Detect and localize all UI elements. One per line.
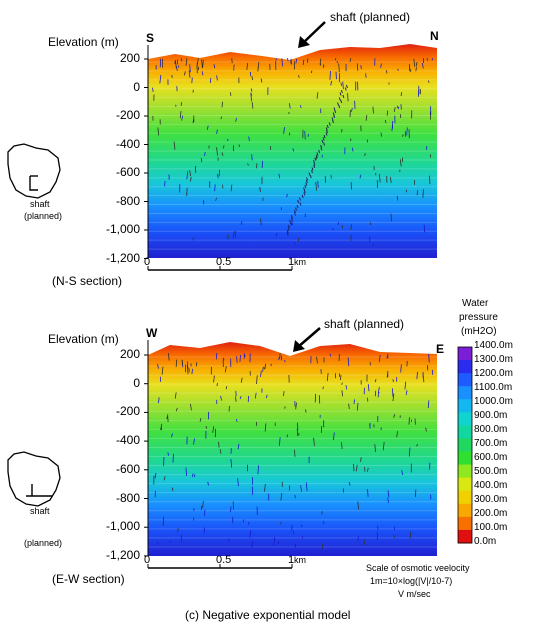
y-tick-label-ew: -200 — [115, 404, 140, 419]
legend-swatch — [458, 425, 472, 439]
y-tick-label-ew: -1,200 — [105, 547, 140, 562]
x-tick-label-ew: 0.5 — [216, 554, 232, 566]
velocity-scale-line2: 1m=10×log(|V|/10-7) — [370, 576, 453, 586]
shaft-arrow-head-ew — [293, 340, 305, 352]
legend-label: 400.0m — [474, 480, 508, 491]
inset-shaft-label-ew: shaft — [30, 506, 50, 516]
section-label-ns: (N-S section) — [52, 274, 123, 288]
y-tick-label-ns: -800 — [115, 193, 140, 208]
inset-planned-label-ns: (planned) — [24, 211, 63, 221]
velocity-scale-line3: V m/sec — [398, 589, 431, 599]
x-tick-label-ns: 1 — [288, 256, 295, 268]
x-tick-label-ew: 1 — [288, 554, 295, 566]
y-tick-label-ns: -600 — [115, 165, 140, 179]
ns-section-plot — [144, 21, 437, 271]
ew-section-plot — [144, 327, 437, 569]
y-tick-label-ew: -400 — [115, 433, 140, 448]
legend-label: 1000.0m — [474, 396, 513, 407]
legend-swatch — [458, 516, 472, 531]
y-tick-label-ns: -1,000 — [105, 222, 140, 236]
legend-title-line1: Water — [462, 298, 489, 309]
legend-label: 1100.0m — [474, 382, 513, 393]
direction-right-ew: E — [436, 342, 445, 356]
legend-swatch — [458, 399, 472, 413]
island-outline-icon — [7, 143, 61, 199]
water-pressure-legend — [457, 346, 473, 544]
y-tick-label-ew: -800 — [115, 490, 140, 505]
y-tick-label-ns: -400 — [115, 136, 140, 151]
inset-planned-label-ew: (planned) — [24, 538, 63, 548]
legend-swatch — [458, 438, 472, 453]
legend-swatch — [458, 360, 472, 374]
legend-label: 800.0m — [474, 424, 508, 435]
y-tick-label-ew: -600 — [115, 461, 140, 476]
shaft-label-ns: shaft (planned) — [330, 10, 411, 24]
legend-label: 900.0m — [474, 410, 508, 421]
island-outline-icon — [7, 451, 61, 507]
x-tick-label-ns: 0.5 — [216, 256, 232, 268]
direction-left-ew: W — [146, 326, 158, 340]
shaft-arrow-head-ns — [298, 36, 310, 48]
shaft-arrow-ns — [302, 21, 326, 44]
x-unit-label-ns: km — [294, 257, 306, 267]
x-tick-label-ew: 0 — [144, 554, 151, 566]
legend-label: 700.0m — [474, 438, 508, 449]
legend-swatch — [458, 464, 472, 479]
location-insets — [7, 143, 61, 507]
section-ew-fill — [148, 342, 437, 556]
y-tick-label-ns: -200 — [115, 108, 140, 122]
legend-label: 1400.0m — [474, 340, 513, 351]
inset-shaft-label-ns: shaft — [30, 199, 50, 209]
legend-swatch — [458, 477, 472, 492]
legend-label: 1300.0m — [474, 354, 513, 365]
y-tick-label-ew: 200 — [119, 347, 140, 361]
legend-label: 100.0m — [474, 522, 508, 533]
section-line-icon — [29, 176, 38, 191]
elevation-label-ew: Elevation (m) — [48, 332, 119, 346]
legend-swatch — [458, 503, 472, 518]
x-unit-label-ew: km — [294, 555, 306, 565]
legend-label: 600.0m — [474, 452, 508, 463]
elevation-label-ns: Elevation (m) — [48, 35, 119, 49]
legend-label: 0.0m — [474, 536, 497, 547]
legend-swatch — [458, 347, 472, 361]
shaft-label-ew: shaft (planned) — [324, 317, 405, 331]
legend-title-line2: pressure — [459, 312, 498, 323]
legend-swatch — [458, 412, 472, 426]
velocity-vectors-ns — [152, 57, 433, 247]
legend-swatch — [458, 386, 472, 400]
direction-left-ns: S — [146, 31, 155, 45]
section-ns-fill — [148, 44, 437, 258]
y-tick-label-ns: -1,200 — [105, 250, 140, 265]
y-tick-label-ew: 0 — [133, 375, 140, 390]
legend-label: 200.0m — [474, 508, 508, 519]
velocity-vectors-ew — [153, 353, 433, 549]
y-tick-label-ns: 200 — [119, 51, 140, 65]
legend-swatch — [458, 373, 472, 387]
velocity-scale-line1: Scale of osmotic veelocity — [366, 563, 470, 573]
y-tick-label-ns: 0 — [133, 79, 140, 94]
shaft-arrow-ew — [297, 327, 321, 348]
section-label-ew: (E-W section) — [52, 572, 125, 586]
legend-title-line3: (mH2O) — [461, 326, 497, 337]
legend-swatch — [458, 490, 472, 505]
x-tick-label-ns: 0 — [144, 256, 151, 268]
figure-caption: (c) Negative exponential model — [185, 608, 351, 622]
legend-label: 300.0m — [474, 494, 508, 505]
legend-swatch — [458, 529, 472, 544]
direction-right-ns: N — [430, 29, 439, 43]
legend-label: 500.0m — [474, 466, 508, 477]
legend-swatch — [458, 451, 472, 466]
legend-frame — [457, 346, 473, 544]
y-tick-label-ew: -1,000 — [105, 519, 140, 534]
legend-label: 1200.0m — [474, 368, 513, 379]
